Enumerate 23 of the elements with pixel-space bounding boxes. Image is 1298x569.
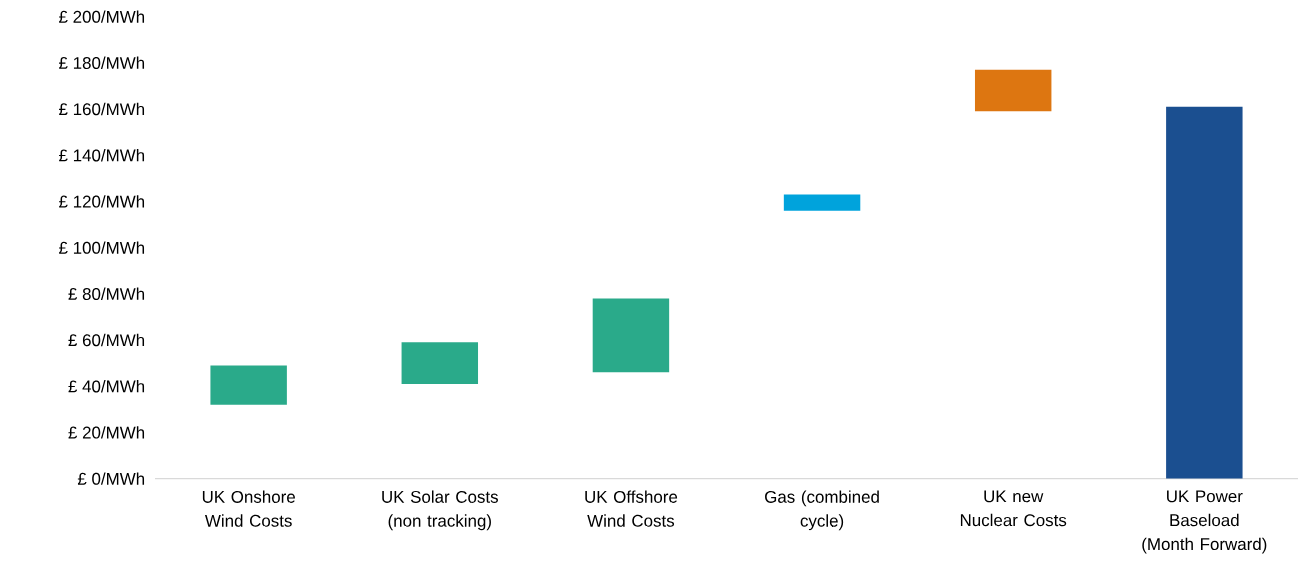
bar xyxy=(1166,106,1243,479)
y-tick-label: £ 100/MWh xyxy=(59,241,145,254)
y-tick-label: £ 0/MWh xyxy=(77,472,145,485)
y-tick-label: £ 140/MWh xyxy=(59,148,145,162)
x-tick-label: UK new Nuclear Costs xyxy=(960,490,1067,527)
x-tick-label: Gas (combined cycle) xyxy=(765,490,879,531)
y-tick-label: £ 80/MWh xyxy=(68,287,145,301)
y-tick-label: £ 180/MWh xyxy=(59,56,145,70)
x-tick-label: UK Solar Costs (non tracking) xyxy=(382,490,498,531)
bar xyxy=(592,298,670,373)
y-tick-label: £ 120/MWh xyxy=(59,195,145,208)
y-tick-label: £ 160/MWh xyxy=(59,102,145,116)
bar xyxy=(401,342,479,384)
y-tick-label: £ 200/MWh xyxy=(59,10,145,23)
bar xyxy=(783,194,861,211)
y-tick-label: £ 40/MWh xyxy=(68,379,145,393)
y-tick-label: £ 20/MWh xyxy=(68,426,145,439)
bar xyxy=(974,69,1052,112)
x-tick-label: UK Power Baseload (Month Forward) xyxy=(1142,490,1267,554)
x-tick-label: UK Onshore Wind Costs xyxy=(202,490,295,527)
y-tick-label: £ 60/MWh xyxy=(68,333,145,347)
bar xyxy=(210,365,287,405)
x-tick-label: UK Offshore Wind Costs xyxy=(585,490,678,527)
